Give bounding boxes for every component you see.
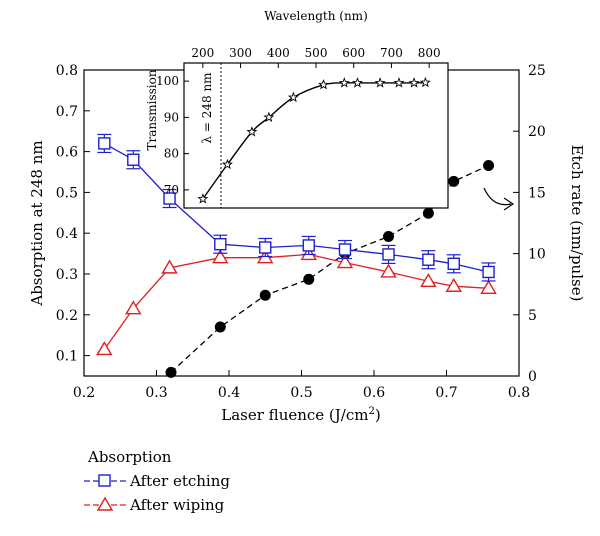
x-axis-title: Laser fluence (J/cm2) xyxy=(221,406,380,424)
x-axis-title-sup: 2 xyxy=(368,406,374,417)
y-left-tick-label: 0.1 xyxy=(56,349,78,365)
legend-item-after-etching: After etching xyxy=(84,472,230,490)
inset-point-1 xyxy=(221,158,233,170)
inset-point-0 xyxy=(197,193,209,204)
y-left-tick-label: 0.2 xyxy=(56,308,78,324)
series-1-point-6 xyxy=(336,254,354,269)
x-tick-label: 0.3 xyxy=(145,385,167,401)
legend-swatch-marker-wiping xyxy=(96,496,114,511)
inset-x-tick-label: 500 xyxy=(305,46,328,60)
series-2-point-5 xyxy=(383,230,394,242)
series-1-point-8 xyxy=(420,272,437,288)
y-left-tick-label: 0.5 xyxy=(56,185,78,201)
inset-point-8 xyxy=(374,77,386,88)
series-2-point-1 xyxy=(214,321,226,333)
x-tick-label: 0.5 xyxy=(290,385,312,401)
series-0-point-3 xyxy=(214,238,227,251)
inset-point-7 xyxy=(351,77,364,88)
inset-frame xyxy=(183,62,449,209)
series-0-point-5 xyxy=(302,239,315,252)
series-0-point-10 xyxy=(482,265,495,279)
right-axis-arrow xyxy=(483,187,512,206)
inset-point-11 xyxy=(419,76,431,88)
inset-annotation: λ = 248 nm xyxy=(200,72,214,144)
inset-x-tick-label: 600 xyxy=(342,46,365,60)
series-1-point-0 xyxy=(96,341,113,356)
x-axis-title-close: ) xyxy=(375,406,381,424)
legend: Absorption After etching After wiping xyxy=(84,448,230,514)
inset-y-tick-label: 90 xyxy=(164,110,179,124)
series-0-point-2 xyxy=(163,192,176,205)
inset-point-3 xyxy=(263,111,275,123)
inset-x-tick-label: 200 xyxy=(191,46,214,60)
inset-point-5 xyxy=(318,79,330,90)
legend-item-after-wiping: After wiping xyxy=(84,496,225,514)
x-axis-title-text: Laser fluence (J/cm xyxy=(221,406,368,424)
main-axes: 0.2 0.3 0.4 0.5 0.6 0.7 0.8 0.1 0.2 0.3 0.4 0.5 0.6 0… xyxy=(56,63,546,401)
series-1-point-9 xyxy=(445,277,462,292)
series-2-point-6 xyxy=(422,207,434,219)
series-1-point-7 xyxy=(380,263,397,278)
y-left-axis-title: Absorption at 248 nm xyxy=(28,140,46,306)
inset-plot-area xyxy=(197,63,431,208)
y-left-tick-label: 0.3 xyxy=(56,267,78,283)
right-axis-arrowhead xyxy=(503,197,515,211)
inset-y-axis-title: Transmission xyxy=(145,69,159,150)
series-2-point-2 xyxy=(259,289,271,301)
series-0-point-0 xyxy=(98,137,111,150)
series-2-point-0 xyxy=(165,366,177,378)
y-right-tick-label: 20 xyxy=(528,124,546,140)
series-0-point-8 xyxy=(422,253,435,266)
series-1-point-2 xyxy=(161,259,178,274)
series-0-point-9 xyxy=(447,257,460,270)
legend-title: Absorption xyxy=(87,448,172,466)
x-tick-label: 0.8 xyxy=(508,385,530,401)
series-1-point-3 xyxy=(212,249,229,264)
x-tick-label: 0.4 xyxy=(218,385,240,401)
inset-point-9 xyxy=(393,77,405,88)
series-0-point-6 xyxy=(338,243,352,256)
inset-x-tick-label: 300 xyxy=(229,46,252,60)
series-1-point-10 xyxy=(480,279,497,294)
inset-x-axis-title: Wavelength (nm) xyxy=(264,9,368,23)
series-0-point-7 xyxy=(382,248,395,261)
inset-point-4 xyxy=(287,91,299,103)
series-0-point-4 xyxy=(259,241,272,254)
series-2-point-8 xyxy=(483,159,495,171)
inset-x-tick-label: 800 xyxy=(418,46,441,60)
inset-x-tick-label: 700 xyxy=(380,46,403,60)
series-1-point-1 xyxy=(125,300,142,315)
y-right-tick-label: 5 xyxy=(528,308,537,324)
inset-y-tick-label: 70 xyxy=(164,183,179,197)
legend-label-etching: After etching xyxy=(129,472,230,490)
legend-swatch-marker-etching xyxy=(98,474,111,487)
series-2-point-3 xyxy=(303,273,315,285)
y-left-tick-label: 0.6 xyxy=(56,145,78,161)
inset-y-tick-label: 100 xyxy=(156,74,179,88)
inset-y-tick-label: 80 xyxy=(164,147,179,161)
inset-point-6 xyxy=(338,77,350,88)
series-2-point-7 xyxy=(448,175,460,187)
y-right-tick-label: 10 xyxy=(528,247,546,263)
inset-point-10 xyxy=(408,77,420,88)
inset-x-tick-label: 400 xyxy=(267,46,290,60)
y-right-tick-label: 25 xyxy=(528,63,546,79)
y-left-tick-label: 0.4 xyxy=(56,226,78,242)
legend-label-wiping: After wiping xyxy=(129,496,225,514)
y-right-tick-label: 15 xyxy=(528,185,546,201)
inset-point-2 xyxy=(246,126,258,137)
inset-chart: 200 300 400 500 600 700 800 70 80 90 100 Wavelengt… xyxy=(145,9,449,209)
series-0-point-1 xyxy=(127,153,140,166)
y-left-tick-label: 0.8 xyxy=(56,63,78,79)
inset-axes: 200 300 400 500 600 700 800 70 80 90 100 xyxy=(156,46,441,197)
y-left-tick-label: 0.7 xyxy=(56,104,78,120)
x-tick-label: 0.6 xyxy=(363,385,385,401)
x-tick-label: 0.2 xyxy=(73,385,95,401)
main-plot-area xyxy=(96,133,497,378)
y-right-tick-label: 0 xyxy=(528,369,537,385)
x-tick-label: 0.7 xyxy=(435,385,457,401)
y-right-axis-title: Etch rate (nm/pulse) xyxy=(568,145,586,302)
